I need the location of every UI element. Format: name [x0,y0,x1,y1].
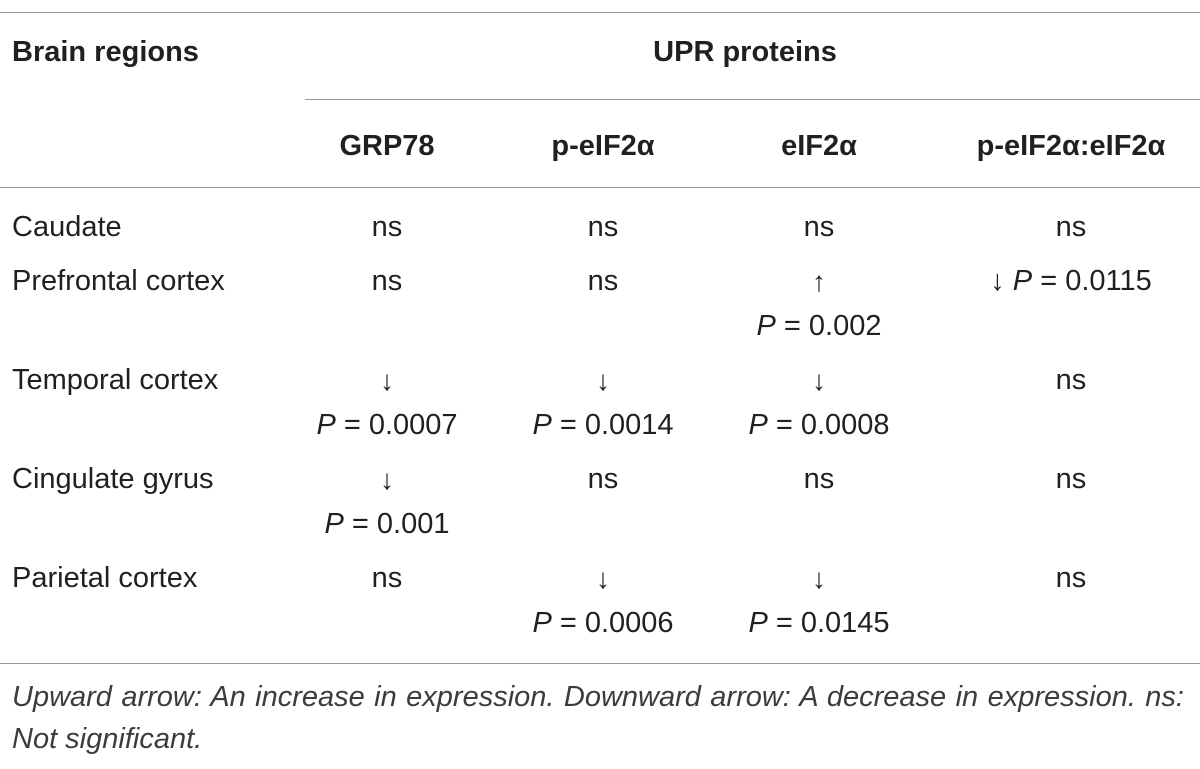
cell-text: ns [803,463,835,495]
p-number: = 0.0115 [1032,265,1152,297]
table-cell: ↓ P = 0.0115 [990,259,1152,304]
table-cell: ↓ P = 0.0008 [748,358,889,448]
down-arrow-icon: ↓ [812,563,826,594]
row-label: Caudate [12,211,122,243]
p-value: P = 0.0007 [316,403,457,448]
cell-text: ns [587,211,619,243]
down-arrow-icon: ↓ [812,365,826,396]
cell-text: ns [1055,211,1087,243]
p-label: P [316,409,336,441]
header-rule [0,187,1200,188]
row-label: Prefrontal cortex [12,265,225,297]
row-label: Temporal cortex [12,364,219,396]
p-label: P [1012,265,1033,297]
table-cell: ns [1056,556,1087,601]
table-cell: ↑ P = 0.002 [757,259,882,349]
cell-text: ns [1055,463,1087,495]
row-header: Brain regions [12,36,199,68]
table-cell: ns [372,259,403,304]
table-cell: ↓ P = 0.0014 [532,358,673,448]
cell-text: ns [587,265,619,297]
table-cell: ns [588,259,619,304]
cell-text: ns [803,211,835,243]
p-number: = 0.0145 [767,607,890,639]
table-cell: ↓ P = 0.001 [325,457,450,547]
table-cell: ns [372,205,403,250]
p-label: P [324,508,344,540]
table-cell: ↓ P = 0.0007 [316,358,457,448]
down-arrow-icon: ↓ [380,464,394,495]
row-label: Parietal cortex [12,562,198,594]
column-header-grp78: GRP78 [339,130,435,162]
p-number: = 0.0006 [551,607,674,639]
p-number: = 0.002 [775,310,882,342]
column-header-p-eif2a: p-eIF2α [551,130,655,162]
cell-text: ns [1055,364,1087,396]
cell-text: ns [371,211,403,243]
table-cell: ns [1056,205,1087,250]
p-number: = 0.0007 [335,409,458,441]
p-value: P = 0.0014 [532,403,673,448]
table-footnote: Upward arrow: An increase in expression.… [12,681,1184,755]
cell-text: ns [1055,562,1087,594]
p-number: = 0.0014 [551,409,674,441]
p-value: P = 0.002 [757,304,882,349]
cell-text: ns [371,562,403,594]
up-arrow-icon: ↑ [812,266,826,297]
p-label: P [532,409,552,441]
table-cell: ↓ P = 0.0145 [748,556,889,646]
p-label: P [532,607,552,639]
bottom-rule [0,663,1200,664]
column-header-eif2a: eIF2α [781,130,857,162]
down-arrow-icon: ↓ [596,563,610,594]
table-cell: ns [1056,457,1087,502]
cell-text: ns [587,463,619,495]
p-value: P = 0.0145 [748,601,889,646]
group-rule [305,99,1200,100]
table-cell: ns [804,457,835,502]
group-header: UPR proteins [653,36,837,68]
p-number: = 0.001 [343,508,450,540]
down-arrow-icon: ↓ [380,365,394,396]
row-label: Cingulate gyrus [12,463,214,495]
p-value: P = 0.0115 [1013,265,1152,297]
table-cell: ns [588,205,619,250]
top-rule [0,12,1200,13]
down-arrow-icon: ↓ [596,365,610,396]
cell-text: ns [371,265,403,297]
table-cell: ns [372,556,403,601]
p-value: P = 0.0006 [532,601,673,646]
p-value: P = 0.001 [325,502,450,547]
down-arrow-icon: ↓ [990,265,1005,297]
table-cell: ns [588,457,619,502]
p-label: P [756,310,776,342]
table-cell: ↓ P = 0.0006 [532,556,673,646]
column-header-ratio: p-eIF2α:eIF2α [976,130,1166,162]
p-number: = 0.0008 [767,409,890,441]
table-cell: ns [804,205,835,250]
p-value: P = 0.0008 [748,403,889,448]
p-label: P [748,409,768,441]
p-label: P [748,607,768,639]
table-cell: ns [1056,358,1087,403]
